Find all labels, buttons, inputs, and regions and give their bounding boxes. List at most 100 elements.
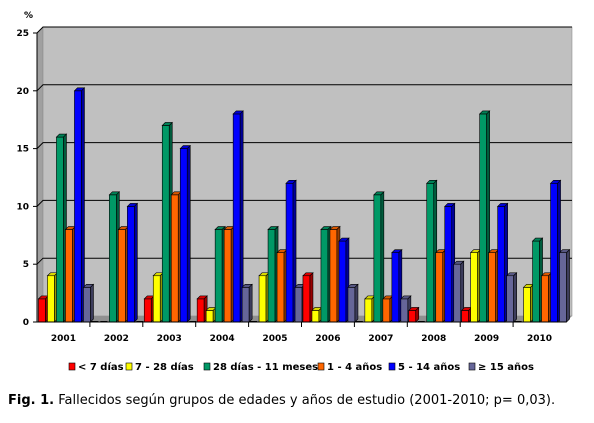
bar-front: [56, 136, 64, 323]
bar-front: [497, 206, 505, 323]
bar: [46, 272, 59, 323]
bar: [505, 272, 518, 323]
legend-label: ≥ 15 años: [478, 362, 534, 373]
bar: [64, 225, 77, 323]
bar: [258, 272, 270, 323]
bar: [549, 179, 562, 323]
x-tick-label: 2005: [263, 334, 288, 344]
legend-item: 1 - 4 años: [317, 362, 382, 373]
legend-swatch: [317, 362, 325, 371]
bar-side: [415, 306, 420, 323]
bar-front: [179, 148, 188, 323]
bar-side: [134, 202, 138, 323]
bar-front: [444, 206, 453, 323]
bar: [382, 295, 394, 323]
bar: [232, 110, 244, 323]
bar-front: [461, 310, 469, 323]
bar-chart: 0 5 10 15 20 25 2001 2002 2003 2004 2005 2006 2007 20…: [16, 11, 573, 373]
bar: [531, 237, 544, 323]
bar: [444, 202, 456, 323]
bar-side: [248, 283, 253, 323]
bar-front: [364, 298, 373, 323]
bar-side: [566, 248, 570, 323]
bar-front: [196, 298, 205, 323]
bar-front: [74, 90, 82, 323]
bar-front: [83, 287, 91, 323]
bar-front: [285, 182, 294, 323]
bar-front: [532, 240, 540, 323]
y-tick-label: 20: [16, 87, 29, 97]
legend-swatch: [68, 362, 76, 371]
bar: [161, 121, 173, 323]
legend-label: 7 - 28 días: [135, 361, 194, 373]
bar-front: [329, 229, 338, 323]
bar: [152, 272, 164, 323]
legend-item: 7 - 28 días: [125, 361, 194, 373]
gridline: [36, 199, 572, 207]
legend-label: < 7 días: [78, 361, 124, 373]
bar-front: [320, 229, 329, 323]
bar: [426, 179, 438, 323]
bar-front: [170, 194, 179, 323]
bar-front: [205, 310, 214, 323]
y-tick-label: 10: [16, 202, 29, 212]
bar-front: [400, 298, 409, 323]
bar: [223, 225, 235, 323]
bar-front: [523, 287, 531, 323]
bar: [408, 306, 420, 323]
bar: [364, 295, 376, 323]
bar: [117, 225, 130, 323]
y-tick-label: 0: [23, 318, 29, 328]
x-tick-label: 2007: [368, 334, 393, 344]
bar: [276, 248, 288, 323]
y-tick-label: 15: [16, 145, 29, 155]
y-axis-unit-label: %: [24, 11, 33, 21]
bar-front: [550, 182, 558, 323]
bar: [540, 272, 553, 323]
bar: [373, 191, 385, 323]
bar-front: [241, 287, 250, 323]
bar-front: [143, 298, 152, 323]
axes: 0 5 10 15 20 25 2001 2002 2003 2004 2005 2006 2007 20…: [16, 29, 566, 344]
bar-front: [127, 206, 135, 323]
legend-swatch: [203, 362, 211, 371]
bar-front: [382, 298, 391, 323]
bar: [311, 306, 323, 323]
bar-front: [426, 182, 435, 323]
legend-item: ≥ 15 años: [468, 362, 534, 373]
bar: [205, 306, 217, 323]
bar-front: [435, 252, 444, 323]
bar-front: [559, 252, 567, 323]
bar: [460, 306, 473, 323]
bar-front: [161, 125, 170, 323]
gridline: [36, 142, 572, 149]
bar-side: [354, 283, 359, 323]
legend: < 7 días 7 - 28 días 28 días - 11 meses 1 -…: [68, 361, 534, 373]
bar: [487, 248, 500, 323]
bar: [241, 283, 253, 323]
bar: [478, 110, 491, 323]
gridline: [36, 84, 572, 92]
bars: [37, 87, 571, 323]
legend-swatch: [388, 362, 396, 371]
legend-swatch: [125, 362, 133, 371]
bar: [73, 87, 86, 323]
bar-front: [38, 298, 46, 323]
bar: [196, 295, 208, 323]
gridline: [36, 26, 572, 34]
bar-front: [232, 113, 241, 323]
bar-front: [65, 229, 73, 323]
bar: [37, 295, 50, 323]
bar: [338, 237, 350, 323]
bar-front: [373, 194, 382, 323]
bar: [82, 283, 95, 323]
left-wall: [37, 27, 43, 322]
x-tick-label: 2006: [315, 334, 340, 344]
bar-front: [109, 194, 117, 323]
y-tick-label: 25: [16, 29, 29, 39]
bar-front: [506, 275, 514, 323]
bar: [496, 202, 509, 323]
bar-side: [513, 272, 517, 323]
bar-front: [488, 252, 496, 323]
bar: [126, 202, 139, 323]
